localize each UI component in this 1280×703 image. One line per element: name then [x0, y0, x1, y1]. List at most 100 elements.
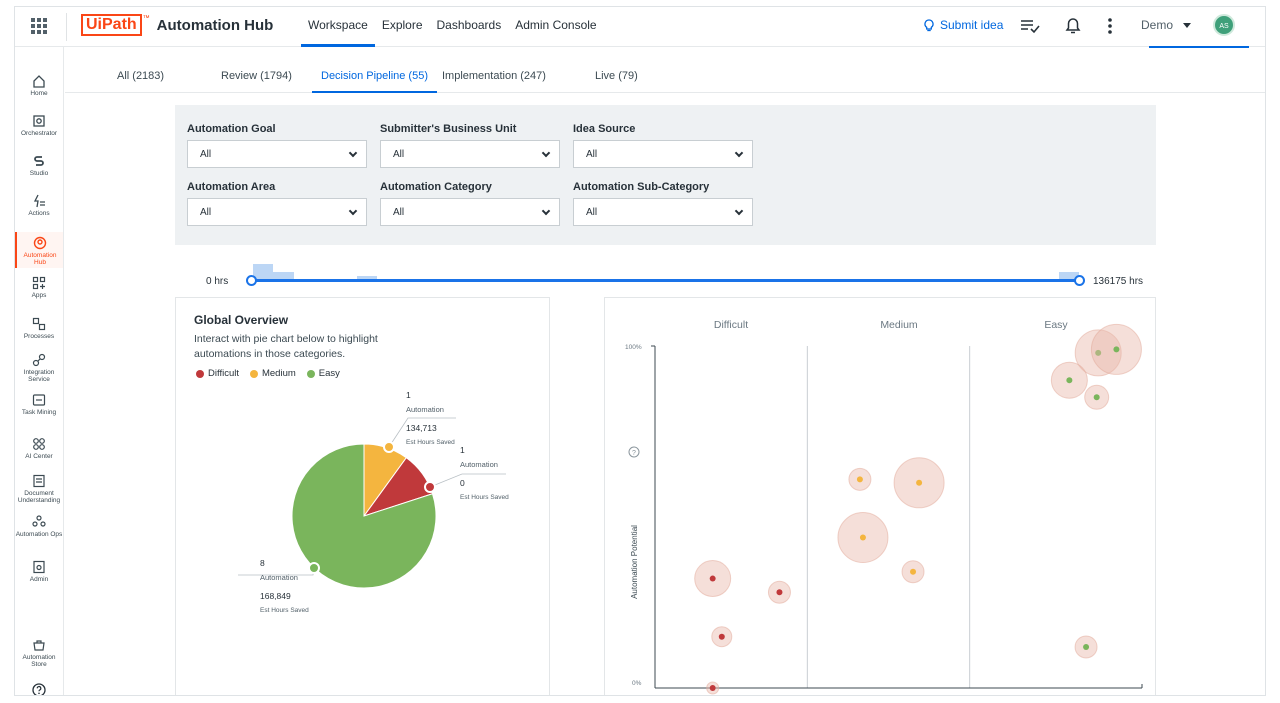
automation-area-select[interactable]: All: [187, 198, 367, 226]
ai-center-icon: [33, 438, 45, 450]
column-header-medium: Medium: [880, 319, 918, 331]
pie-label-hours-caption: Est Hours Saved: [260, 607, 309, 614]
pie-label-unit: Automation: [260, 573, 298, 582]
logo-ui-text: Ui: [86, 16, 102, 33]
pie-label-count: 1: [460, 445, 465, 455]
task-list-icon[interactable]: [1020, 17, 1040, 35]
hours-range-min-handle[interactable]: [246, 275, 257, 286]
logo-path-text: Path: [102, 16, 137, 33]
lightbulb-icon: [924, 18, 934, 31]
logo-box: UiPath: [81, 14, 142, 36]
tab-decision-pipeline[interactable]: Decision Pipeline (55): [312, 70, 437, 93]
select-value: All: [200, 207, 212, 218]
tab-live[interactable]: Live (79): [595, 70, 638, 82]
overview-description: Interact with pie chart below to highlig…: [194, 333, 378, 360]
sidebar-item-ai-center[interactable]: AI Center: [15, 437, 63, 460]
sidebar-label: Home: [30, 90, 48, 97]
automation-hub-icon: [33, 236, 47, 250]
select-value: All: [586, 207, 598, 218]
legend-swatch: [306, 369, 315, 378]
sidebar-item-actions[interactable]: Actions: [15, 194, 63, 217]
sidebar-item-automation-hub[interactable]: Automation Hub: [15, 232, 63, 268]
document-understanding-icon: [33, 474, 45, 488]
point-easy: [1066, 377, 1073, 384]
automation-goal-select[interactable]: All: [187, 140, 367, 168]
tab-implementation[interactable]: Implementation (247): [442, 70, 546, 82]
tab-review[interactable]: Review (1794): [221, 70, 292, 82]
logo-trademark: ™: [142, 15, 150, 22]
info-icon-glyph: ?: [632, 450, 636, 457]
notifications-bell-icon[interactable]: [1065, 17, 1081, 35]
sidebar-label: Automation Store: [22, 654, 56, 668]
sidebar-item-document-understanding[interactable]: Document Understanding: [15, 474, 63, 504]
sidebar-label: Automation Ops: [15, 531, 63, 538]
sidebar-item-automation-ops[interactable]: Automation Ops: [15, 515, 63, 538]
sidebar-item-task-mining[interactable]: Task Mining: [15, 393, 63, 416]
tenant-selector[interactable]: Demo: [1141, 18, 1192, 32]
user-avatar[interactable]: AS: [1213, 14, 1235, 36]
chevron-down-icon: [734, 148, 744, 158]
sidebar-item-orchestrator[interactable]: Orchestrator: [15, 114, 63, 137]
sidebar-label: Apps: [31, 292, 47, 299]
hours-range-track[interactable]: [251, 279, 1080, 282]
hours-range-max-handle[interactable]: [1074, 275, 1085, 286]
left-sidebar: Home Orchestrator Studio Actions Automat…: [15, 47, 64, 696]
processes-icon: [32, 317, 46, 331]
pie-label-hours-caption: Est Hours Saved: [406, 439, 455, 446]
pie-label-count: 8: [260, 558, 265, 568]
sidebar-item-admin[interactable]: Admin: [15, 560, 63, 583]
top-bar: UiPath ™ Automation Hub Workspace Explor…: [15, 7, 1265, 47]
point-medium: [859, 534, 866, 541]
submit-idea-button[interactable]: Submit idea: [923, 18, 1003, 32]
y-tick-label: 0%: [632, 680, 642, 687]
nav-explore[interactable]: Explore: [381, 18, 423, 32]
sidebar-label: Studio: [29, 170, 49, 177]
point-difficult: [718, 633, 725, 640]
sidebar-item-integration-service[interactable]: Integration Service: [15, 353, 63, 383]
sidebar-label: Automation Hub: [23, 252, 57, 266]
automation-ops-icon: [32, 515, 46, 527]
global-overview-card: Global Overview Interact with pie chart …: [175, 297, 551, 696]
filter-label-business-unit: Submitter's Business Unit: [380, 123, 517, 135]
sidebar-label: Processes: [23, 333, 55, 340]
tab-all[interactable]: All (2183): [117, 70, 165, 82]
automation-store-icon: [33, 640, 45, 651]
more-options-icon[interactable]: [1107, 17, 1113, 35]
sidebar-label: AI Center: [25, 453, 53, 460]
sidebar-item-processes[interactable]: Processes: [15, 317, 63, 340]
nav-dashboards[interactable]: Dashboards: [436, 18, 502, 32]
select-value: All: [200, 149, 212, 160]
point-medium: [910, 568, 917, 575]
nav-workspace[interactable]: Workspace: [301, 7, 375, 47]
point-easy: [1095, 349, 1102, 356]
legend-item-medium[interactable]: Medium: [249, 368, 296, 379]
sidebar-item-home[interactable]: Home: [15, 74, 63, 97]
nav-admin-console[interactable]: Admin Console: [515, 18, 597, 32]
sidebar-label: Document Understanding: [17, 490, 61, 504]
automation-category-select[interactable]: All: [380, 198, 560, 226]
business-unit-select[interactable]: All: [380, 140, 560, 168]
legend-item-easy[interactable]: Easy: [306, 368, 340, 379]
point-medium: [856, 476, 863, 483]
automation-potential-card: Difficult Medium Easy 100% 0% Automation Pote…: [604, 297, 1157, 696]
home-icon: [33, 75, 45, 88]
overview-title: Global Overview: [194, 313, 289, 327]
sidebar-item-apps[interactable]: Apps: [15, 276, 63, 299]
apps-icon: [32, 276, 46, 290]
sidebar-item-automation-store[interactable]: Automation Store: [15, 638, 63, 668]
chevron-down-icon: [1183, 22, 1192, 28]
pie-label-hours-caption: Est Hours Saved: [460, 494, 509, 501]
help-icon[interactable]: [32, 683, 46, 696]
sidebar-label: Task Mining: [21, 409, 57, 416]
y-tick-label: 100%: [625, 344, 642, 351]
idea-source-select[interactable]: All: [573, 140, 753, 168]
hours-max-label: 136175 hrs: [1093, 276, 1144, 287]
automation-potential-scatter[interactable]: Difficult Medium Easy 100% 0% Automation Pote…: [605, 298, 1157, 696]
chevron-down-icon: [348, 148, 358, 158]
difficulty-pie-chart[interactable]: 8 Automation 168,849 Est Hours Saved 1 Automa…: [176, 298, 551, 696]
automation-sub-category-select[interactable]: All: [573, 198, 753, 226]
app-launcher-icon[interactable]: [31, 18, 47, 34]
sidebar-item-studio[interactable]: Studio: [15, 154, 63, 177]
uipath-logo[interactable]: UiPath ™ Automation Hub: [81, 13, 273, 37]
legend-item-difficult[interactable]: Difficult: [196, 368, 239, 379]
